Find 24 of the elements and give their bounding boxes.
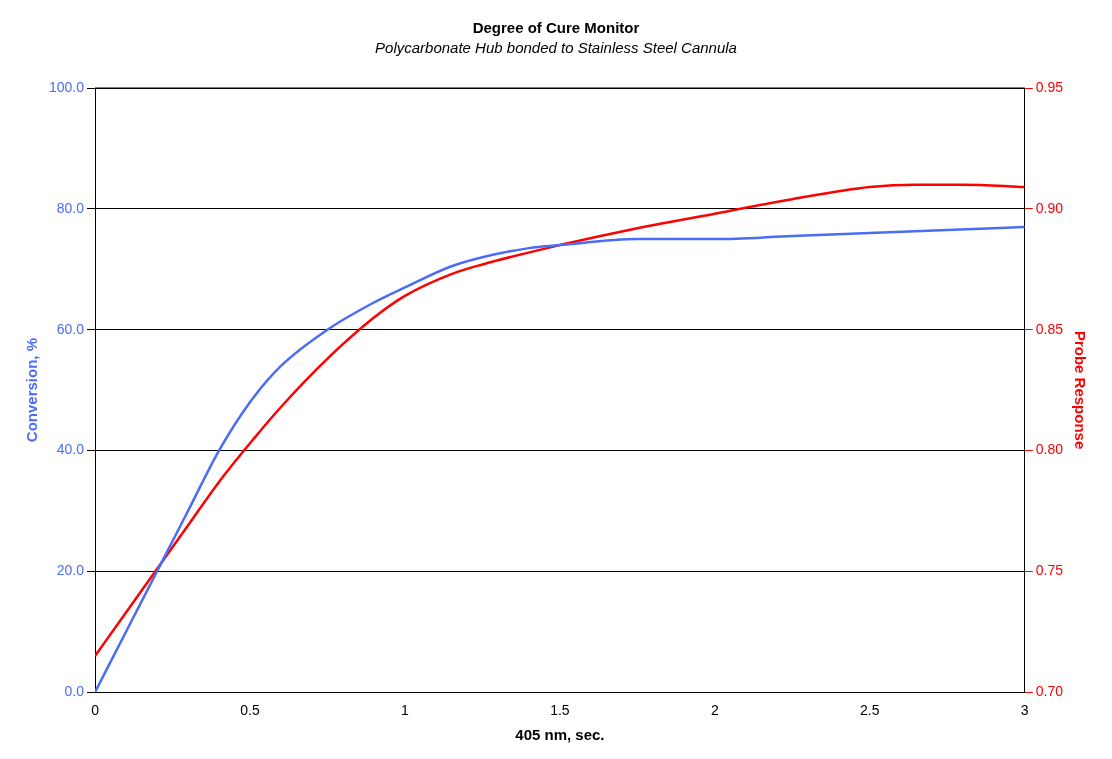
x-tick-label: 1: [401, 702, 410, 719]
chart-subtitle: Polycarbonate Hub bonded to Stainless Steel Cannula: [375, 39, 737, 57]
y-axis-title: Conversion, %: [23, 338, 41, 443]
x-tick-label: 0.5: [240, 702, 260, 719]
y2-tick-label: 0.70: [1035, 683, 1064, 700]
y2-tick-label: 0.80: [1035, 441, 1064, 458]
x-tick-label: 2.5: [860, 702, 880, 719]
x-tick-label: 0: [91, 702, 100, 719]
y-tick-label: 20.0: [56, 562, 85, 579]
x-tick-label: 2: [710, 702, 719, 719]
chart-title: Degree of Cure Monitor: [472, 19, 640, 37]
y-tick-label: 40.0: [56, 441, 85, 458]
y2-tick-label: 0.90: [1035, 199, 1064, 216]
y2-tick-label: 0.75: [1035, 562, 1064, 579]
y2-axis-title: Probe Response: [1071, 330, 1089, 450]
y2-tick-label: 0.95: [1035, 78, 1064, 95]
x-axis-title: 405 nm, sec.: [515, 726, 605, 744]
y2-tick-label: 0.85: [1035, 320, 1064, 337]
y-tick-label: 80.0: [56, 199, 85, 216]
y-tick-label: 60.0: [56, 320, 85, 337]
x-tick-label: 3: [1020, 702, 1029, 719]
y-tick-label: 0.0: [64, 683, 85, 700]
y-tick-label: 100.0: [48, 78, 85, 95]
x-tick-label: 1.5: [550, 702, 570, 719]
